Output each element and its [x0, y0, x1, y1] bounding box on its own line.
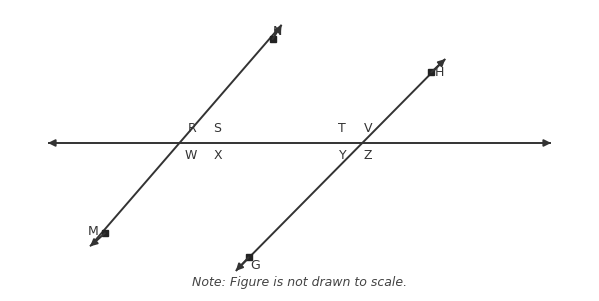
Text: Note: Figure is not drawn to scale.: Note: Figure is not drawn to scale.: [192, 276, 407, 289]
Text: R: R: [187, 123, 196, 135]
Text: Y: Y: [338, 149, 346, 162]
Text: S: S: [213, 123, 221, 135]
Text: G: G: [250, 259, 260, 272]
Text: T: T: [338, 123, 346, 135]
Text: N: N: [273, 25, 283, 38]
Text: X: X: [213, 149, 222, 162]
Text: M: M: [88, 225, 99, 238]
Text: H: H: [435, 66, 444, 79]
Text: V: V: [364, 123, 372, 135]
Text: Z: Z: [364, 149, 372, 162]
Text: W: W: [184, 149, 196, 162]
